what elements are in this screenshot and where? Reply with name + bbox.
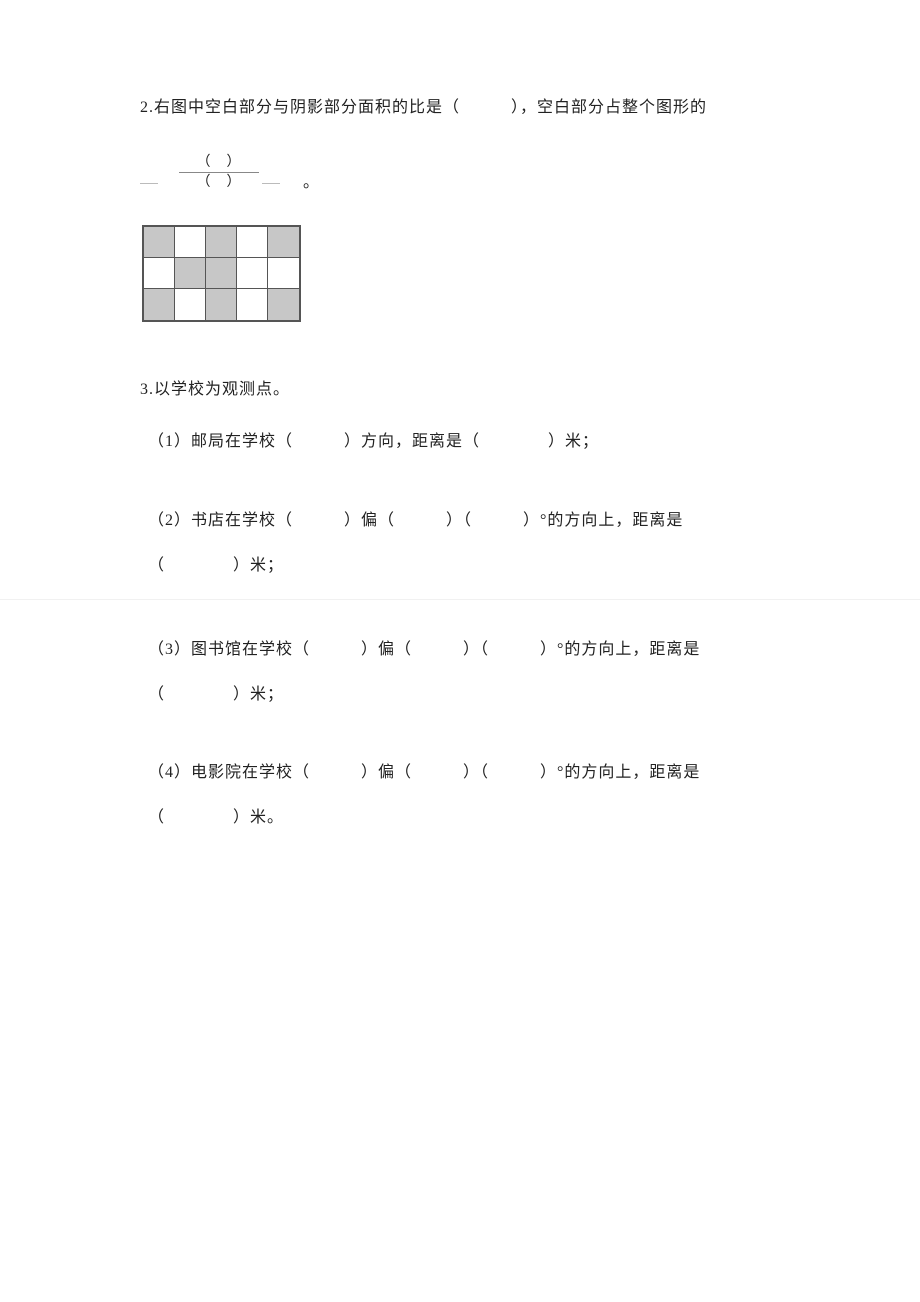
shaded-cell [175,258,206,289]
white-cell [268,258,299,289]
q2-fraction: （ ） （ ） 。 [140,149,790,219]
white-cell [144,258,175,289]
checker-row [144,258,299,289]
checkerboard-figure [142,225,301,322]
fraction-denominator: （ ） [179,175,259,190]
q3-sub2-line1: （2）书店在学校（ ）偏（ ）（ ）°的方向上，距离是 [148,499,790,544]
shaded-cell [144,227,175,258]
q2-period: 。 [303,174,320,191]
white-cell [237,289,268,320]
q3-sub3-line1: （3）图书馆在学校（ ）偏（ ）（ ）°的方向上，距离是 [148,628,790,673]
q3-sub4-line2: （ ）米。 [148,796,790,841]
white-cell [237,227,268,258]
white-cell [237,258,268,289]
spacer [140,465,790,499]
frac-rule-right [262,183,280,184]
shaded-cell [268,289,299,320]
shaded-cell [206,258,237,289]
q3-sub1: （1）邮局在学校（ ）方向，距离是（ ）米； [148,420,790,465]
checker-row [144,227,299,258]
fraction-numerator: （ ） [179,155,259,170]
frac-rule-left [140,183,158,184]
shaded-cell [144,289,175,320]
q3-sub2-line2: （ ）米； [148,544,790,589]
white-cell [175,227,206,258]
shaded-cell [206,289,237,320]
shaded-cell [268,227,299,258]
shaded-cell [206,227,237,258]
q3-sub4-line1: （4）电影院在学校（ ）偏（ ）（ ）°的方向上，距离是 [148,751,790,796]
page: 2.右图中空白部分与阴影部分面积的比是（ ），空白部分占整个图形的 （ ） （ … [0,0,920,1302]
q3-head: 3.以学校为观测点。 [140,368,790,413]
fraction: （ ） （ ） [161,155,259,191]
checker-row [144,289,299,320]
spacer [140,717,790,751]
q2-text: 2.右图中空白部分与阴影部分面积的比是（ ），空白部分占整个图形的 [140,86,790,131]
faint-divider [0,599,920,600]
white-cell [175,289,206,320]
fraction-bar [179,172,259,173]
q3-sub3-line2: （ ）米； [148,673,790,718]
